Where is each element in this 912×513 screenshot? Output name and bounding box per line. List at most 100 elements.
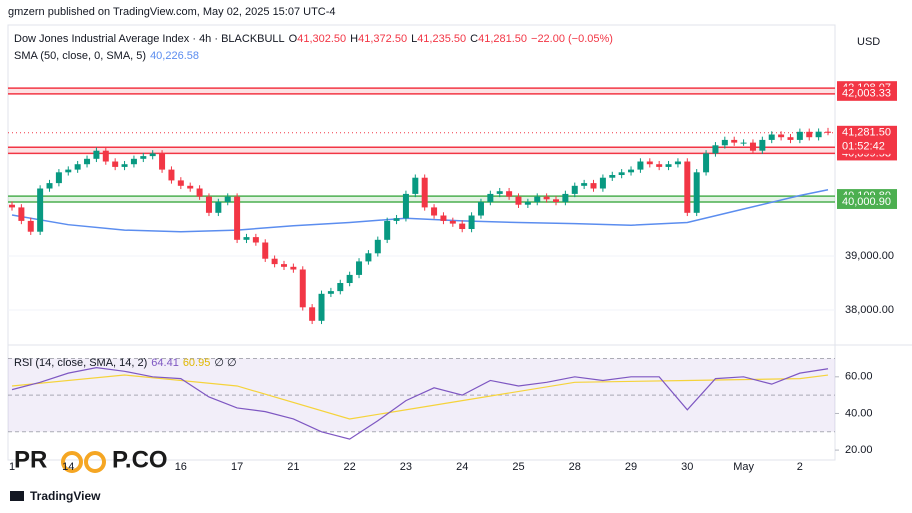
candle-body	[149, 153, 156, 157]
sma-legend: SMA (50, close, 0, SMA, 5) 40,226.58	[14, 50, 203, 62]
candle-body	[262, 242, 269, 259]
candle-body	[205, 196, 212, 213]
candle-body	[637, 161, 644, 170]
candle-body	[693, 172, 700, 213]
candle-body	[684, 161, 691, 213]
candle-body	[806, 131, 813, 138]
candle-body	[215, 202, 222, 213]
last-price-tag	[837, 125, 897, 154]
sma-name: SMA (50, close, 0, SMA, 5)	[14, 50, 147, 62]
ohlc-value: 41,281.50	[478, 33, 528, 45]
watermark: P.CO	[112, 446, 168, 473]
x-tick-label: 28	[569, 461, 581, 473]
candle-body	[721, 139, 728, 146]
rsi-tick-label: 60.00	[845, 371, 873, 383]
candle-body	[402, 193, 409, 219]
candle-body	[759, 139, 766, 151]
ohlc-key: O	[288, 33, 298, 45]
title: Dow Jones Industrial Average Index · 4h …	[14, 33, 285, 45]
x-tick-label: 23	[400, 461, 412, 473]
rsi-ma-line	[11, 374, 829, 420]
candle-body	[121, 164, 128, 167]
x-tick-label: 17	[231, 461, 243, 473]
candle-body	[590, 183, 597, 189]
candle-body	[234, 196, 241, 240]
brand: TradingView	[30, 489, 101, 503]
candle-body	[318, 293, 325, 321]
y-tick-label: 38,000.00	[845, 304, 894, 316]
x-tick-label: May	[733, 461, 754, 473]
candle-body	[393, 218, 400, 221]
candle-body	[712, 145, 719, 154]
candle-body	[740, 142, 747, 144]
candle-body	[102, 150, 109, 162]
candle-body	[187, 185, 194, 189]
tv-logo	[10, 491, 24, 501]
x-tick-label: 1	[9, 461, 15, 473]
rsi-extra: ∅ ∅	[214, 357, 237, 369]
candle-body	[524, 202, 531, 205]
candle-body	[18, 207, 25, 221]
countdown: 01:52:42	[842, 141, 885, 153]
rsi-ma-value: 60.95	[182, 357, 211, 369]
x-tick-label: 29	[625, 461, 637, 473]
candle-body	[778, 134, 785, 138]
candle-body	[646, 161, 653, 165]
x-tick-label: 25	[512, 461, 524, 473]
candle-body	[384, 220, 391, 240]
candle-body	[459, 223, 466, 230]
candle-body	[571, 185, 578, 194]
watermark-logo	[61, 451, 83, 473]
candle-body	[346, 274, 353, 284]
candle-body	[674, 161, 681, 165]
candle-body	[356, 261, 363, 275]
x-tick-label: 30	[681, 461, 693, 473]
candle-body	[27, 220, 34, 232]
rsi-name: RSI (14, close, SMA, 14, 2)	[14, 357, 148, 369]
candle-body	[327, 291, 334, 294]
candle-body	[731, 139, 738, 143]
watermark-logo	[84, 451, 106, 473]
candle-body	[224, 196, 231, 203]
candle-body	[9, 204, 15, 208]
candle-body	[431, 207, 438, 216]
last-price-label: 41,281.50	[842, 127, 891, 139]
candle-body	[290, 266, 297, 270]
candle-body	[365, 253, 372, 262]
candle-body	[628, 169, 635, 173]
watermark: PR	[14, 446, 47, 473]
rsi-legend: RSI (14, close, SMA, 14, 2) 64.41 60.95 ∅ ∅	[14, 356, 241, 369]
candle-body	[412, 177, 419, 194]
candle-body	[825, 131, 831, 133]
candle-body	[374, 239, 381, 254]
candle-body	[281, 264, 287, 267]
sma-value: 40,226.58	[150, 50, 199, 62]
x-tick-label: 2	[797, 461, 803, 473]
candle-body	[93, 150, 100, 159]
x-tick-label: 14	[62, 461, 74, 473]
level-label: 40,000.90	[842, 196, 891, 208]
candle-body	[609, 175, 616, 178]
candle-body	[84, 158, 91, 165]
candle-body	[252, 237, 259, 243]
candle-body	[496, 191, 503, 194]
candle-body	[243, 237, 250, 240]
candle-body	[749, 142, 756, 151]
candle-body	[74, 164, 81, 170]
candle-body	[599, 177, 606, 189]
ohlc-value: 41,235.50	[417, 33, 467, 45]
rsi-tick-label: 20.00	[845, 444, 873, 456]
candle-body	[703, 153, 710, 173]
candle-body	[487, 193, 494, 203]
candle-body	[515, 196, 522, 205]
candle-body	[309, 307, 316, 321]
candle-body	[65, 169, 72, 173]
candle-body	[665, 164, 672, 167]
legend: Dow Jones Industrial Average Index · 4h …	[14, 33, 617, 45]
candle-body	[196, 188, 203, 197]
candle-body	[553, 199, 559, 203]
rsi-line	[11, 367, 829, 440]
candle-body	[543, 196, 550, 200]
candle-body	[468, 215, 475, 230]
